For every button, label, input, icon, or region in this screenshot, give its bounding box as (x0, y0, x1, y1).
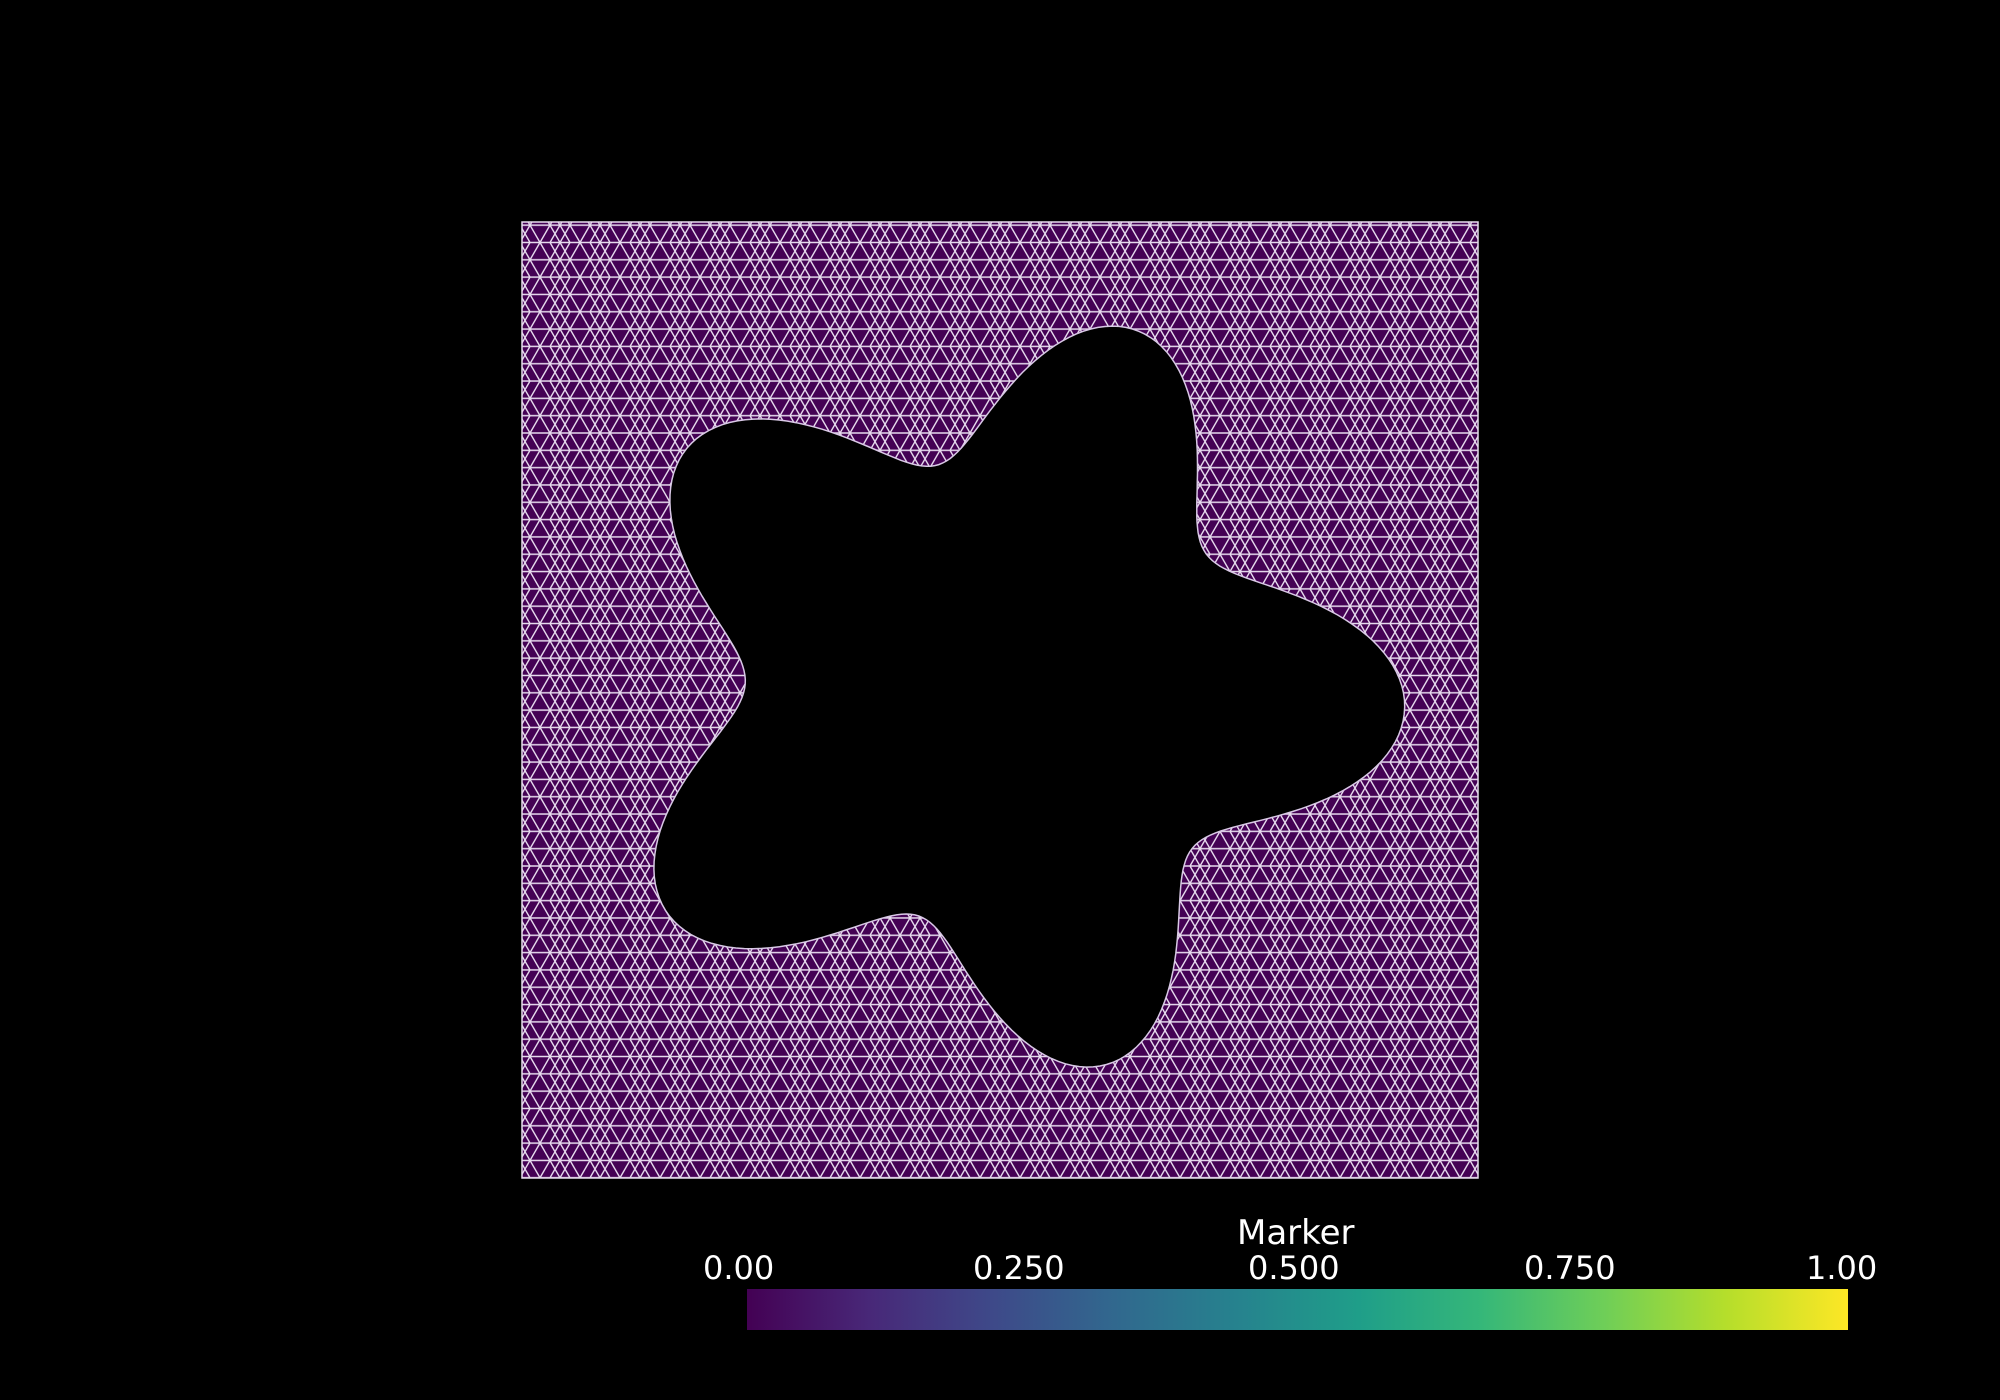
colorbar-tick-3: 0.750 (1524, 1249, 1616, 1287)
colorbar-tick-1: 0.250 (973, 1249, 1065, 1287)
colorbar-tick-0: 0.00 (703, 1249, 775, 1287)
colorbar-tick-4: 1.00 (1806, 1249, 1878, 1287)
mesh-hole (653, 325, 1406, 1068)
colorbar-tick-2: 0.500 (1248, 1249, 1340, 1287)
colorbar-gradient (747, 1289, 1848, 1330)
colorbar-title: Marker (1237, 1213, 1355, 1253)
mesh-boundary (521, 221, 1479, 1179)
